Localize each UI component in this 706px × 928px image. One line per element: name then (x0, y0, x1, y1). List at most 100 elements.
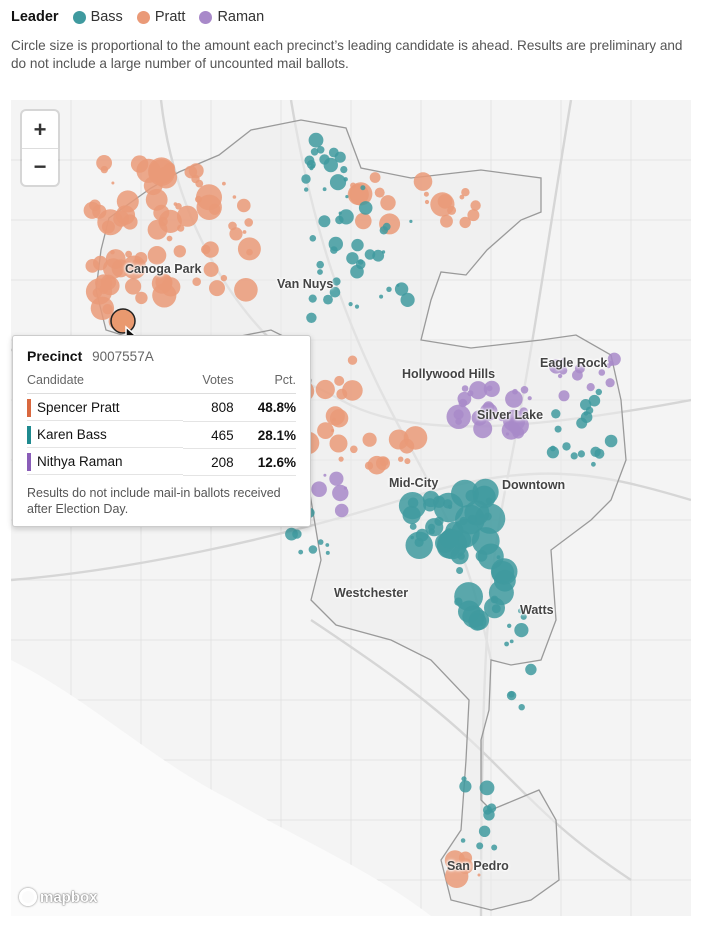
precinct-bubble[interactable] (100, 165, 109, 174)
precinct-bubble[interactable] (332, 277, 341, 286)
precinct-bubble[interactable] (399, 438, 415, 454)
precinct-bubble[interactable] (372, 249, 385, 262)
precinct-bubble[interactable] (445, 864, 469, 888)
precinct-bubble[interactable] (549, 359, 564, 374)
precinct-bubble[interactable] (329, 471, 344, 486)
precinct-bubble[interactable] (334, 503, 349, 518)
precinct-bubble[interactable] (458, 851, 473, 865)
precinct-bubble[interactable] (509, 639, 514, 644)
precinct-bubble[interactable] (338, 211, 342, 215)
precinct-bubble[interactable] (520, 386, 529, 394)
precinct-bubble[interactable] (604, 434, 618, 448)
precinct-bubble[interactable] (560, 358, 567, 364)
precinct-bubble[interactable] (316, 146, 325, 154)
precinct-bubble[interactable] (308, 545, 318, 554)
precinct-bubble[interactable] (496, 555, 501, 560)
precinct-bubble[interactable] (285, 527, 298, 541)
precinct-bubble[interactable] (562, 442, 571, 451)
precinct-bubble[interactable] (308, 294, 317, 303)
precinct-bubble[interactable] (376, 456, 390, 471)
precinct-bubble[interactable] (343, 486, 347, 490)
precinct-bubble[interactable] (527, 396, 532, 401)
precinct-bubble[interactable] (348, 302, 353, 307)
precinct-bubble[interactable] (151, 273, 173, 294)
precinct-bubble[interactable] (525, 663, 537, 676)
precinct-bubble[interactable] (195, 179, 204, 188)
zoom-out-button[interactable]: − (22, 148, 58, 185)
precinct-bubble[interactable] (354, 304, 360, 309)
precinct-bubble[interactable] (477, 873, 481, 877)
precinct-bubble[interactable] (323, 473, 327, 477)
precinct-bubble[interactable] (335, 215, 344, 225)
precinct-bubble[interactable] (134, 252, 148, 265)
precinct-bubble[interactable] (334, 375, 345, 386)
precinct-bubble[interactable] (135, 291, 148, 305)
precinct-bubble[interactable] (143, 176, 163, 196)
precinct-bubble[interactable] (317, 422, 334, 439)
precinct-bubble[interactable] (92, 204, 107, 219)
precinct-bubble[interactable] (325, 550, 330, 555)
precinct-bubble[interactable] (461, 776, 467, 782)
precinct-bubble[interactable] (381, 250, 386, 254)
precinct-bubble[interactable] (396, 283, 400, 287)
precinct-bubble[interactable] (479, 780, 495, 796)
precinct-bubble[interactable] (380, 195, 396, 211)
precinct-bubble[interactable] (400, 292, 415, 307)
precinct-bubble[interactable] (323, 294, 333, 305)
precinct-bubble[interactable] (508, 415, 529, 436)
precinct-bubble[interactable] (456, 567, 464, 574)
precinct-bubble[interactable] (398, 456, 404, 462)
precinct-bubble[interactable] (92, 288, 103, 298)
zoom-in-button[interactable]: + (33, 116, 47, 142)
precinct-bubble[interactable] (518, 704, 525, 711)
precinct-bubble[interactable] (374, 187, 385, 198)
precinct-bubble[interactable] (176, 205, 199, 227)
precinct-bubble[interactable] (608, 360, 614, 366)
precinct-bubble[interactable] (558, 390, 570, 402)
precinct-bubble[interactable] (467, 209, 480, 222)
precinct-bubble[interactable] (504, 641, 509, 647)
precinct-bubble[interactable] (491, 561, 515, 584)
precinct-bubble[interactable] (116, 190, 139, 213)
precinct-bubble[interactable] (457, 552, 465, 560)
precinct-bubble[interactable] (451, 479, 479, 508)
precinct-bubble[interactable] (382, 222, 391, 231)
precinct-bubble[interactable] (491, 844, 498, 851)
precinct-bubble[interactable] (332, 417, 336, 422)
precinct-bubble[interactable] (482, 805, 493, 815)
precinct-bubble[interactable] (229, 227, 243, 241)
precinct-bubble[interactable] (308, 132, 324, 148)
precinct-bubble[interactable] (551, 409, 561, 419)
precinct-bubble[interactable] (585, 406, 594, 415)
precinct-bubble[interactable] (196, 194, 222, 220)
precinct-bubble[interactable] (386, 286, 392, 292)
precinct-bubble[interactable] (409, 523, 417, 530)
precinct-bubble[interactable] (459, 216, 471, 229)
precinct-bubble[interactable] (455, 418, 462, 425)
precinct-bubble[interactable] (577, 450, 586, 458)
precinct-bubble[interactable] (311, 481, 327, 498)
precinct-bubble[interactable] (90, 296, 115, 320)
precinct-bubble[interactable] (422, 490, 440, 508)
precinct-bubble[interactable] (111, 181, 115, 185)
precinct-bubble[interactable] (329, 174, 347, 191)
precinct-bubble[interactable] (507, 623, 512, 628)
precinct-bubble[interactable] (322, 187, 327, 192)
precinct-bubble[interactable] (459, 194, 465, 200)
precinct-bubble[interactable] (316, 260, 325, 269)
precinct-bubble[interactable] (125, 250, 132, 258)
precinct-bubble[interactable] (315, 379, 335, 400)
precinct-bubble[interactable] (323, 157, 338, 173)
precinct-bubble[interactable] (570, 452, 578, 460)
precinct-bubble[interactable] (111, 259, 130, 278)
precinct-bubble[interactable] (379, 294, 384, 299)
precinct-bubble[interactable] (446, 404, 471, 429)
precinct-bubble[interactable] (350, 445, 358, 454)
precinct-bubble[interactable] (201, 244, 211, 255)
precinct-bubble[interactable] (347, 355, 358, 365)
precinct-bubble[interactable] (590, 446, 601, 457)
precinct-bubble[interactable] (355, 212, 372, 230)
precinct-bubble[interactable] (331, 428, 335, 433)
precinct-bubble[interactable] (203, 262, 219, 277)
precinct-bubble[interactable] (461, 385, 469, 392)
